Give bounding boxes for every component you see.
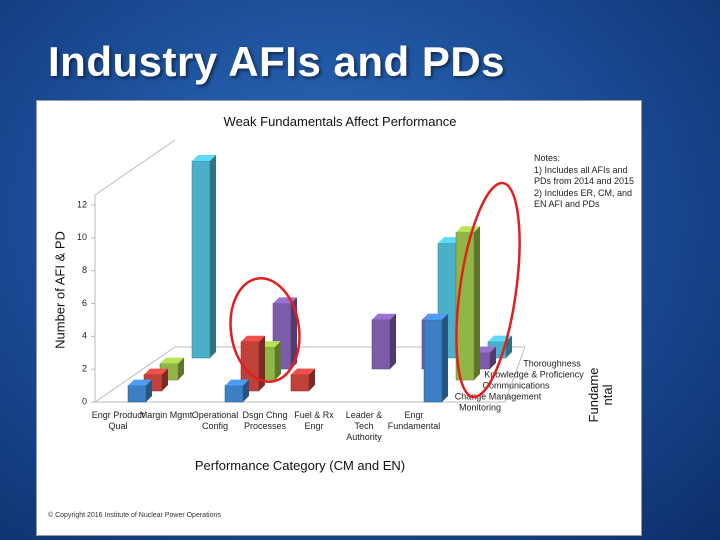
y-axis-title: Number of AFI & PD: [52, 231, 68, 349]
bar-side: [146, 379, 152, 402]
copyright: © Copyright 2016 Institute of Nuclear Po…: [48, 512, 221, 519]
bar-side: [259, 335, 265, 391]
x-tick-label: Leader & Tech Authority: [345, 410, 383, 442]
chart-panel: [36, 100, 642, 536]
bar-top: [424, 313, 448, 320]
side-label-line: ntal: [600, 384, 615, 406]
y-tick-label: 2: [82, 364, 87, 374]
bar-top: [372, 313, 396, 320]
y-tick-label: 6: [82, 298, 87, 308]
bar-side: [243, 379, 249, 402]
note-line: 1) Includes all AFIs and PDs from 2014 a…: [534, 164, 635, 187]
y-tick-label: 0: [82, 396, 87, 406]
legend-label: Monitoring: [459, 402, 501, 412]
bar-top: [241, 335, 265, 342]
bar-side: [178, 357, 184, 380]
y-tick-label: 4: [82, 331, 87, 341]
legend-label: Communications: [482, 380, 550, 390]
bar: [290, 374, 310, 392]
legend-label: Change Management: [455, 391, 542, 401]
bar-top: [144, 368, 168, 375]
x-tick-label: Margin Mgmt: [139, 410, 193, 420]
x-tick-label: Engr Fundamental: [387, 410, 441, 431]
y-tick-label: 12: [77, 199, 87, 209]
bar: [423, 319, 443, 403]
bar-side: [275, 341, 281, 380]
back-wall-edge: [94, 139, 176, 196]
notes: Notes: 1) Includes all AFIs and PDs from…: [534, 153, 644, 211]
bar-side: [474, 226, 480, 380]
bar-side: [309, 368, 315, 391]
bar: [224, 385, 244, 403]
bar-top: [160, 357, 184, 364]
bar: [127, 385, 147, 403]
highlight-ellipse: [229, 277, 301, 383]
bar-top: [192, 155, 216, 161]
highlight-ellipse: [455, 181, 521, 399]
bar-side: [442, 313, 448, 402]
bar-top: [291, 368, 315, 375]
bar-side: [162, 368, 168, 391]
bar-top: [128, 379, 152, 386]
bar-top: [225, 379, 249, 386]
x-tick-label: Dsgn Chng Processes: [242, 410, 288, 431]
note-line: 2) Includes ER, CM, and EN AFI and PDs: [534, 187, 633, 210]
bar: [191, 160, 211, 359]
side-label-line: Fundame: [586, 367, 601, 423]
legend-label: Thoroughness: [523, 358, 581, 368]
x-tick-label: Engr Product Qual: [91, 410, 145, 431]
bar-side: [490, 346, 496, 369]
legend-label: Knowledge & Proficiency: [484, 369, 584, 379]
slide-title: Industry AFIs and PDs: [48, 38, 506, 85]
side-label: Fundame ntal: [586, 367, 615, 423]
floor: [93, 346, 526, 403]
x-tick-label: Fuel & Rx Engr: [294, 410, 334, 431]
bar-side: [390, 313, 396, 369]
chart-title: Weak Fundamentals Affect Performance: [223, 114, 457, 129]
note-line: Notes:: [534, 153, 561, 163]
y-tick-label: 8: [82, 265, 87, 275]
bar-side: [210, 155, 216, 358]
x-tick-label: Operational Config: [191, 410, 239, 431]
x-axis-title: Performance Category (CM and EN): [194, 458, 406, 473]
y-tick-label: 10: [77, 232, 87, 242]
bar: [371, 319, 391, 370]
